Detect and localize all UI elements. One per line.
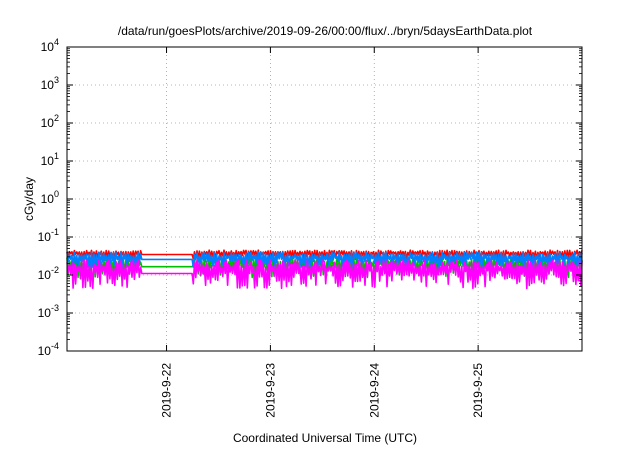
- y-tick-label: 10-3: [38, 303, 59, 320]
- plot-frame: [66, 46, 583, 352]
- y-tick-label: 10-1: [38, 227, 59, 244]
- y-axis-label: cGy/day: [22, 177, 36, 221]
- series-line: [66, 249, 583, 261]
- x-tick-label: 2019-9-24: [367, 363, 381, 418]
- y-tick-label: 10-2: [38, 265, 59, 282]
- chart-title: /data/run/goesPlots/archive/2019-09-26/0…: [118, 24, 533, 38]
- y-tick-label: 100: [41, 189, 59, 206]
- series-line: [66, 259, 583, 290]
- y-tick-label: 101: [41, 151, 59, 168]
- y-tick-label: 103: [41, 75, 59, 92]
- series-group: [66, 249, 583, 290]
- x-tick-label: 2019-9-23: [263, 363, 277, 418]
- series-line: [66, 251, 583, 269]
- x-axis-label: Coordinated Universal Time (UTC): [233, 431, 417, 445]
- x-tick-label: 2019-9-22: [160, 363, 174, 418]
- x-tick-label: 2019-9-25: [471, 363, 485, 418]
- y-tick-label: 10-4: [38, 341, 59, 358]
- grid-lines: [67, 47, 582, 351]
- axes: 10-4 10-3 10-2 10-1 100 101 102 103 104 2019-9-22…: [38, 37, 583, 418]
- y-tick-label: 102: [41, 113, 59, 130]
- y-tick-label: 104: [41, 37, 59, 54]
